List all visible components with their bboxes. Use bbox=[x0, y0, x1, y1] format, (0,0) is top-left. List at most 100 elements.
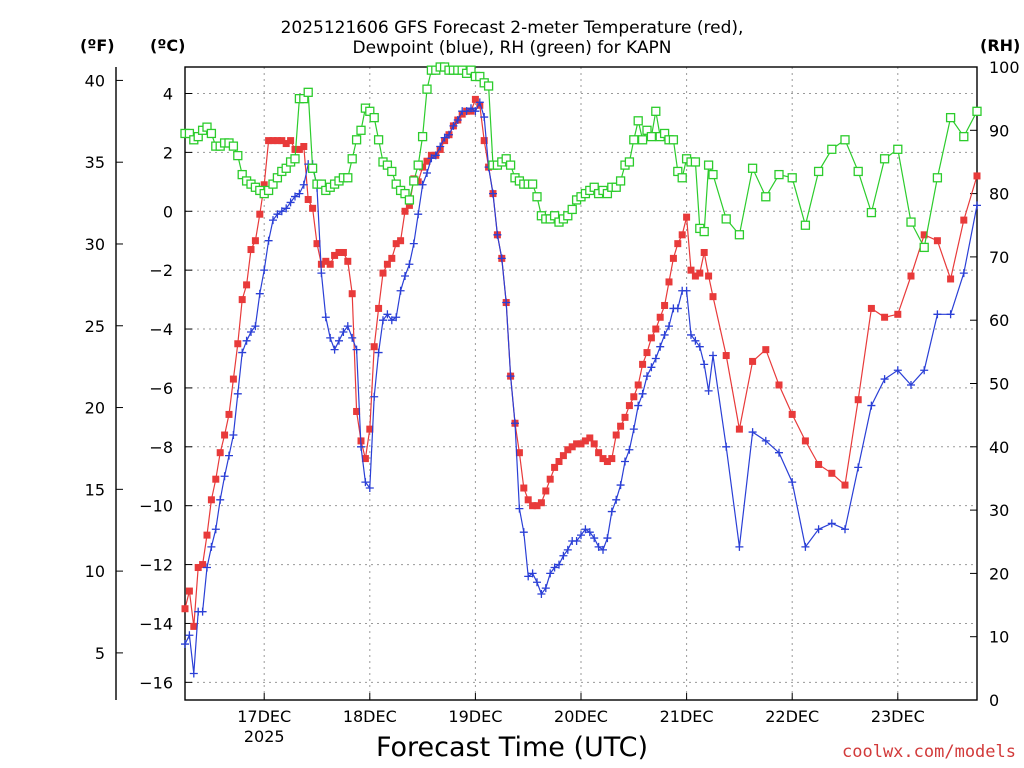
rh-tick-label: 50 bbox=[989, 375, 1009, 394]
temperature-point bbox=[735, 425, 743, 433]
temperature-point bbox=[669, 254, 677, 262]
dewpoint-point bbox=[357, 442, 365, 451]
rh-point bbox=[343, 173, 353, 183]
dewpoint-point bbox=[550, 563, 559, 572]
dewpoint-point bbox=[286, 198, 295, 207]
rh-point bbox=[413, 160, 423, 170]
fahrenheit-tick-label: 20 bbox=[85, 399, 105, 418]
rh-tick-label: 30 bbox=[989, 501, 1009, 520]
dewpoint-point bbox=[260, 266, 269, 275]
dewpoint-point bbox=[449, 121, 458, 130]
dewpoint-point bbox=[220, 472, 229, 481]
temperature-point bbox=[375, 304, 383, 312]
temperature-point bbox=[683, 213, 691, 221]
dewpoint-point bbox=[555, 560, 563, 569]
temperature-point bbox=[749, 357, 757, 365]
rh-point bbox=[532, 192, 542, 202]
rh-tick-label: 80 bbox=[989, 185, 1009, 204]
dewpoint-point bbox=[401, 272, 409, 281]
dewpoint-point bbox=[722, 442, 731, 451]
dewpoint-point bbox=[343, 322, 352, 331]
unit-fahrenheit-label: (ºF) bbox=[80, 36, 115, 55]
dewpoint-point bbox=[946, 310, 955, 319]
rh-point bbox=[351, 135, 362, 145]
temperature-point bbox=[287, 137, 295, 145]
dewpoint-point bbox=[700, 360, 709, 369]
temperature-point bbox=[656, 313, 664, 321]
temperature-point bbox=[185, 587, 193, 595]
unit-celsius-label: (ºC) bbox=[150, 36, 186, 55]
temperature-point bbox=[551, 463, 559, 471]
x-tick-sublabel: 2025 bbox=[244, 727, 285, 746]
dewpoint-point bbox=[273, 210, 282, 219]
dewpoint-point bbox=[748, 428, 757, 437]
rh-point bbox=[646, 131, 657, 142]
dewpoint-point bbox=[629, 425, 638, 434]
temperature-point bbox=[480, 137, 488, 145]
temperature-point bbox=[603, 458, 611, 466]
temperature-point bbox=[709, 293, 717, 301]
tick-labels: 420−2−4−6−8−10−12−14−1640353025201510510… bbox=[85, 58, 1020, 746]
temperature-point bbox=[282, 140, 290, 148]
rh-point bbox=[303, 87, 313, 97]
dewpoint-point bbox=[264, 236, 273, 245]
dewpoint-point bbox=[387, 316, 396, 325]
celsius-tick-label: 4 bbox=[163, 84, 173, 103]
dewpoint-point bbox=[295, 189, 304, 198]
dewpoint-point bbox=[511, 419, 519, 428]
temperature-point bbox=[300, 142, 308, 150]
temperature-point bbox=[555, 458, 563, 466]
temperature-point bbox=[696, 269, 704, 277]
dewpoint-point bbox=[814, 525, 823, 534]
temperature-point bbox=[361, 455, 369, 463]
rh-point bbox=[387, 166, 397, 177]
dewpoint-point bbox=[827, 519, 836, 528]
temperature-point bbox=[269, 137, 277, 145]
temperature-point bbox=[344, 257, 352, 265]
dewpoint-point bbox=[225, 451, 233, 460]
dewpoint-point bbox=[612, 495, 621, 504]
temperature-point bbox=[207, 496, 215, 504]
temperature-point bbox=[203, 531, 211, 539]
temperature-point bbox=[405, 201, 413, 209]
dewpoint-point bbox=[414, 210, 423, 219]
dewpoint-point bbox=[299, 180, 308, 189]
dewpoint-point bbox=[427, 154, 436, 163]
rh-point bbox=[708, 169, 718, 180]
dewpoint-point bbox=[691, 336, 700, 345]
dewpoint-point bbox=[625, 445, 634, 454]
dewpoint-point bbox=[537, 590, 546, 599]
dewpoint-point bbox=[581, 525, 590, 534]
dewpoint-point bbox=[973, 201, 981, 210]
dewpoint-point bbox=[656, 342, 665, 351]
rh-point bbox=[233, 150, 243, 161]
dewpoint-point bbox=[854, 463, 863, 472]
temperature-point bbox=[700, 248, 708, 256]
x-tick-label: 21DEC bbox=[660, 707, 714, 726]
dewpoint-point bbox=[242, 336, 251, 345]
dewpoint-point bbox=[379, 316, 387, 325]
temperature-point bbox=[322, 257, 330, 265]
rh-point bbox=[483, 81, 494, 91]
temperature-point bbox=[304, 195, 312, 203]
temperature-point bbox=[370, 343, 378, 351]
rh-point bbox=[505, 160, 516, 170]
temperature-point bbox=[841, 481, 849, 489]
credit-link[interactable]: coolwx.com/models bbox=[842, 742, 1016, 762]
fahrenheit-tick-label: 5 bbox=[95, 644, 105, 663]
rh-point bbox=[747, 163, 758, 173]
dewpoint-point bbox=[651, 354, 660, 363]
rh-point bbox=[624, 157, 635, 167]
dewpoint-point bbox=[211, 525, 220, 534]
dewpoint-point bbox=[841, 525, 849, 534]
fahrenheit-tick-label: 35 bbox=[85, 153, 105, 172]
dewpoint-point bbox=[607, 507, 616, 516]
dewpoint-point bbox=[493, 230, 502, 239]
dewpoint-point bbox=[704, 386, 713, 395]
temperature-point bbox=[383, 260, 391, 268]
temperature-point bbox=[190, 622, 198, 630]
dewpoint-point bbox=[585, 528, 594, 537]
dewpoint-point bbox=[572, 537, 581, 546]
dewpoint-point bbox=[893, 366, 902, 375]
